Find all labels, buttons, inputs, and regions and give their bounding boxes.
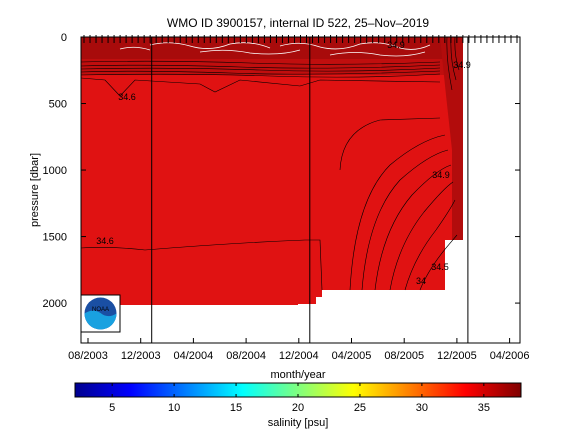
y-tick-label: 2000: [43, 298, 67, 310]
colorbar-tick-label: 15: [230, 402, 242, 414]
surface-contour-line: [149, 42, 271, 49]
x-tick-label: 12/2005: [437, 350, 477, 362]
x-tick-label: 04/2005: [332, 350, 372, 362]
east-edge-gradient: [440, 37, 463, 240]
surface-contour-line: [199, 49, 301, 55]
x-tick-label: 08/2003: [68, 350, 108, 362]
y-tick-label: 1500: [43, 232, 67, 244]
contour-line: [446, 37, 453, 91]
salinity-field: [81, 37, 463, 305]
contour-line: [454, 37, 460, 71]
surface-contour-lines: [119, 42, 431, 57]
colorbar-label: salinity [psu]: [268, 417, 329, 429]
chart-title: WMO ID 3900157, internal ID 522, 25–Nov–…: [167, 16, 429, 30]
x-tick-label: 12/2004: [279, 350, 319, 362]
x-tick-label: 12/2003: [121, 350, 161, 362]
contour-label: 34.9: [453, 60, 471, 70]
contour-line: [361, 149, 449, 291]
contour-line: [374, 164, 452, 291]
contour-label-group: 34.9 34.6 34.6 34.9 34.5 34 34.9: [96, 40, 471, 286]
x-tick-label: 08/2005: [384, 350, 424, 362]
y-axis-label: pressure [dbar]: [29, 153, 41, 227]
contour-line: [349, 134, 446, 291]
surface-contour-line: [329, 51, 426, 57]
contour-lines: [81, 37, 460, 291]
x-axis: 08/2003 12/2003 04/2004 08/2004 12/2004 04/20…: [68, 338, 529, 362]
x-tick-label: 04/2006: [490, 350, 530, 362]
contour-line: [81, 73, 441, 78]
section-boundaries: [151, 37, 469, 343]
logo-text: NOAA: [92, 307, 109, 313]
colorbar-tick-label: 20: [292, 402, 304, 414]
contour-label: 34.6: [96, 236, 114, 246]
contour-line: [81, 60, 441, 65]
contour-label: 34: [416, 276, 426, 286]
contour-line: [81, 64, 441, 69]
profile-ticks: [83, 35, 518, 43]
contour-line: [339, 117, 441, 171]
colorbar-tick-label: 5: [109, 402, 115, 414]
contour-line: [81, 67, 441, 72]
contour-label: 34.9: [432, 170, 450, 180]
contour-line: [419, 234, 458, 291]
contour-line: [81, 239, 323, 291]
contour-line: [389, 181, 454, 291]
contour-line: [81, 70, 441, 75]
colorbar-tick-label: 25: [354, 402, 366, 414]
y-tick-label: 1000: [43, 165, 67, 177]
x-tick-label: 08/2004: [226, 350, 266, 362]
x-axis-label: month/year: [270, 369, 325, 381]
y-tick-label: 500: [49, 99, 67, 111]
y-tick-label: 0: [61, 32, 67, 44]
noaa-logo: NOAA: [80, 294, 121, 333]
x-tick-label: 04/2004: [174, 350, 214, 362]
contour-label: 34.9: [387, 40, 405, 50]
surface-contour-line: [119, 46, 151, 51]
colorbar-ticks: 5 10 15 20 25 30 35: [109, 383, 490, 414]
contour-label: 34.6: [118, 92, 136, 102]
y-axis: 0 500 1000 1500 2000: [43, 32, 520, 310]
colorbar-tick-label: 30: [416, 402, 428, 414]
contour-line: [404, 199, 456, 291]
plot-area: 34.9 34.6 34.6 34.9 34.5 34 34.9: [81, 37, 471, 343]
colorbar-tick-label: 35: [478, 402, 490, 414]
surface-contour-line: [279, 42, 431, 50]
colorbar-tick-label: 10: [168, 402, 180, 414]
contour-label: 34.5: [431, 262, 449, 272]
